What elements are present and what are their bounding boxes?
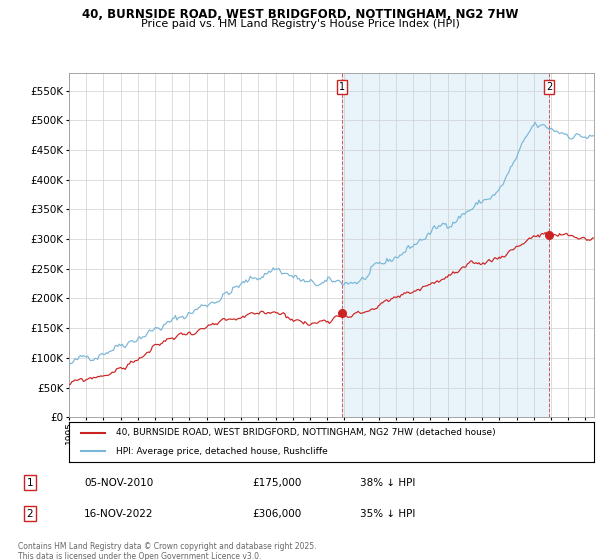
Text: Price paid vs. HM Land Registry's House Price Index (HPI): Price paid vs. HM Land Registry's House … (140, 19, 460, 29)
Text: £306,000: £306,000 (252, 508, 301, 519)
Text: 2: 2 (546, 82, 552, 92)
Text: 1: 1 (339, 82, 345, 92)
Text: 05-NOV-2010: 05-NOV-2010 (84, 478, 153, 488)
Text: 35% ↓ HPI: 35% ↓ HPI (360, 508, 415, 519)
Text: 40, BURNSIDE ROAD, WEST BRIDGFORD, NOTTINGHAM, NG2 7HW: 40, BURNSIDE ROAD, WEST BRIDGFORD, NOTTI… (82, 8, 518, 21)
Text: 40, BURNSIDE ROAD, WEST BRIDGFORD, NOTTINGHAM, NG2 7HW (detached house): 40, BURNSIDE ROAD, WEST BRIDGFORD, NOTTI… (116, 428, 496, 437)
Text: 16-NOV-2022: 16-NOV-2022 (84, 508, 154, 519)
Text: Contains HM Land Registry data © Crown copyright and database right 2025.
This d: Contains HM Land Registry data © Crown c… (18, 542, 317, 560)
Text: 1: 1 (26, 478, 34, 488)
Text: £175,000: £175,000 (252, 478, 301, 488)
Text: 38% ↓ HPI: 38% ↓ HPI (360, 478, 415, 488)
Text: 2: 2 (26, 508, 34, 519)
Text: HPI: Average price, detached house, Rushcliffe: HPI: Average price, detached house, Rush… (116, 447, 328, 456)
